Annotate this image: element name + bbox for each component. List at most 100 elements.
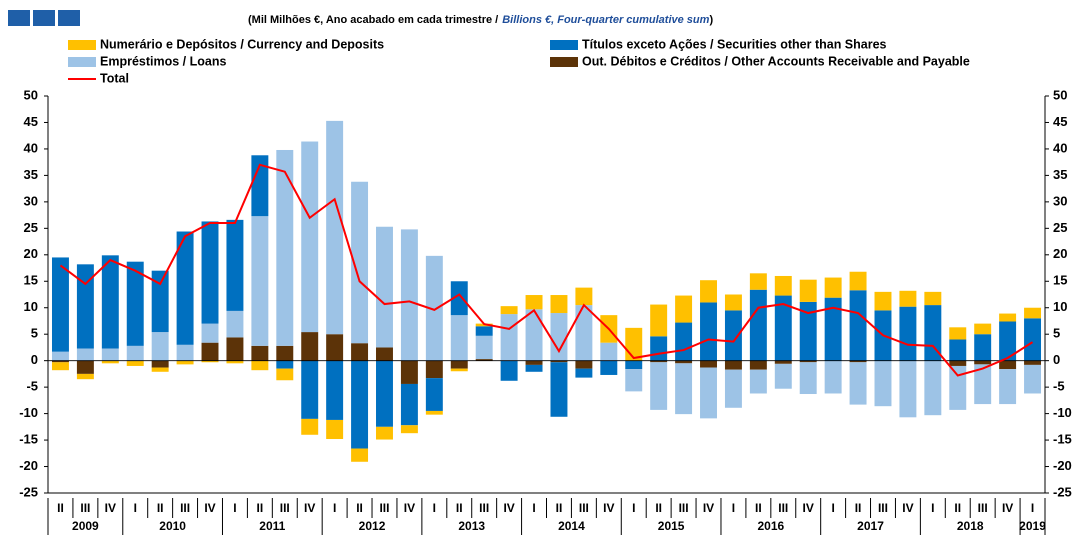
- bar-segment: [700, 367, 717, 419]
- bar-segment: [351, 343, 369, 361]
- legend-label: Total: [100, 71, 129, 85]
- year-label: 2019: [1019, 519, 1046, 533]
- bar-segment: [301, 141, 319, 333]
- bar-segment: [774, 363, 792, 389]
- legend-swatch: [550, 57, 578, 67]
- bar-segment: [999, 321, 1017, 361]
- bar-segment: [724, 294, 742, 311]
- bar-segment: [276, 149, 294, 346]
- legend-swatch: [550, 40, 578, 50]
- bar-segment: [51, 362, 69, 371]
- y2-tick-label: 20: [1053, 246, 1067, 261]
- x-tick-label: II: [755, 501, 762, 515]
- x-tick-label: III: [280, 501, 290, 515]
- bar-segment: [724, 310, 742, 361]
- x-tick-label: IV: [503, 501, 514, 515]
- year-label: 2014: [558, 519, 585, 533]
- x-tick-label: II: [655, 501, 662, 515]
- bar-segment: [899, 290, 917, 307]
- y-tick-label: 40: [24, 140, 38, 155]
- bar-segment: [749, 273, 767, 290]
- bar-segment: [924, 360, 942, 416]
- bar-segment: [700, 280, 717, 303]
- bar-segment: [400, 383, 418, 426]
- legend-label: Empréstimos / Loans: [100, 54, 226, 68]
- y-tick-label: 15: [24, 273, 38, 288]
- logo-square: [33, 10, 55, 26]
- bar-segment: [625, 369, 643, 392]
- bar-segment: [1024, 318, 1042, 361]
- bar-segment: [1024, 360, 1042, 365]
- y-tick-label: -5: [26, 379, 38, 394]
- bar-segment: [1024, 364, 1042, 394]
- y2-tick-label: 10: [1053, 299, 1067, 314]
- bar-segment: [176, 360, 194, 365]
- y-tick-label: -10: [19, 405, 38, 420]
- x-tick-label: I: [333, 501, 336, 515]
- bar-segment: [450, 368, 468, 372]
- bar-segment: [675, 322, 693, 361]
- bar-segment: [400, 425, 418, 434]
- bar-segment: [600, 360, 618, 375]
- subtitle-pt: (Mil Milhões €, Ano acabado em cada trim…: [248, 14, 498, 26]
- x-tick-label: III: [778, 501, 788, 515]
- y2-tick-label: 35: [1053, 167, 1067, 182]
- bar-segment: [650, 304, 668, 337]
- y2-tick-label: 50: [1053, 87, 1067, 102]
- y2-tick-label: -20: [1053, 458, 1072, 473]
- x-tick-label: III: [180, 501, 190, 515]
- bar-segment: [849, 360, 867, 363]
- bar-segment: [500, 360, 518, 381]
- x-tick-label: IV: [404, 501, 415, 515]
- year-label: 2012: [359, 519, 386, 533]
- bar-segment: [774, 275, 792, 296]
- bar-segment: [151, 367, 169, 372]
- bar-segment: [924, 305, 942, 361]
- bar-segment: [201, 360, 219, 363]
- bar-segment: [376, 360, 393, 427]
- bar-segment: [874, 360, 892, 407]
- bar-segment: [799, 301, 817, 361]
- bar-segment: [700, 302, 717, 361]
- bar-segment: [251, 155, 269, 217]
- x-tick-label: II: [556, 501, 563, 515]
- bar-segment: [301, 418, 319, 435]
- bar-segment: [176, 231, 194, 345]
- bar-segment: [1024, 307, 1042, 319]
- bar-segment: [500, 314, 518, 361]
- bar-segment: [475, 326, 493, 336]
- bar-segment: [949, 360, 967, 366]
- x-tick-label: II: [456, 501, 463, 515]
- bar-segment: [400, 229, 418, 361]
- x-tick-label: I: [134, 501, 137, 515]
- bar-segment: [101, 348, 119, 361]
- bar-segment: [949, 339, 967, 361]
- bar-segment: [351, 181, 369, 344]
- bar-segment: [575, 287, 593, 306]
- y2-tick-label: -5: [1053, 379, 1065, 394]
- y-tick-label: 35: [24, 167, 38, 182]
- bar-segment: [475, 359, 493, 361]
- bar-segment: [949, 327, 967, 340]
- y-tick-label: -15: [19, 432, 38, 447]
- x-tick-label: IV: [902, 501, 913, 515]
- bar-segment: [650, 336, 668, 361]
- bar-segment: [525, 364, 543, 372]
- y-tick-label: 5: [31, 326, 38, 341]
- bar-segment: [151, 270, 169, 333]
- year-label: 2015: [658, 519, 685, 533]
- bar-segment: [51, 351, 69, 361]
- x-tick-label: IV: [304, 501, 315, 515]
- y-tick-label: 25: [24, 220, 38, 235]
- y-tick-label: 50: [24, 87, 38, 102]
- bar-segment: [376, 226, 393, 348]
- bar-segment: [276, 345, 294, 361]
- year-label: 2018: [957, 519, 984, 533]
- bar-segment: [276, 360, 294, 369]
- bar-segment: [76, 348, 94, 361]
- bar-segment: [874, 291, 892, 311]
- y2-tick-label: 30: [1053, 193, 1067, 208]
- y2-tick-label: 5: [1053, 326, 1060, 341]
- y2-tick-label: -15: [1053, 432, 1072, 447]
